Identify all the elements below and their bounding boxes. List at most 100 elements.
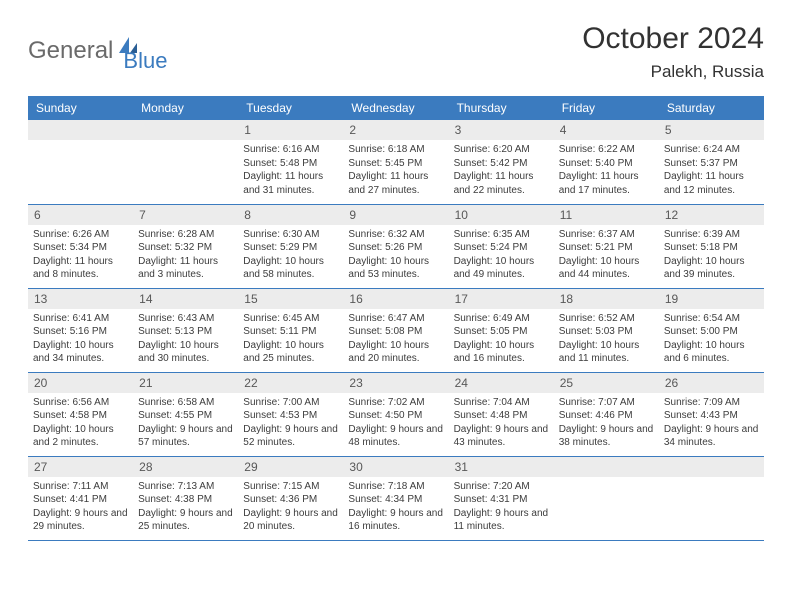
sunrise-line: Sunrise: 6:47 AM <box>348 312 443 326</box>
daylight-line: Daylight: 9 hours and 20 minutes. <box>243 507 338 534</box>
day-number: 1 <box>238 120 343 140</box>
daylight-line: Daylight: 10 hours and 11 minutes. <box>559 339 654 366</box>
daylight-line: Daylight: 9 hours and 16 minutes. <box>348 507 443 534</box>
daylight-line: Daylight: 11 hours and 27 minutes. <box>348 170 443 197</box>
sunset-line: Sunset: 5:11 PM <box>243 325 338 339</box>
calendar-day-cell: 27Sunrise: 7:11 AMSunset: 4:41 PMDayligh… <box>28 456 133 540</box>
calendar-day-cell: 13Sunrise: 6:41 AMSunset: 5:16 PMDayligh… <box>28 288 133 372</box>
sunset-line: Sunset: 4:38 PM <box>138 493 233 507</box>
calendar-day-cell <box>659 456 764 540</box>
sunrise-line: Sunrise: 7:09 AM <box>664 396 759 410</box>
daylight-line: Daylight: 10 hours and 2 minutes. <box>33 423 128 450</box>
sunrise-line: Sunrise: 6:39 AM <box>664 228 759 242</box>
sunrise-line: Sunrise: 6:26 AM <box>33 228 128 242</box>
day-number: 26 <box>659 373 764 393</box>
sunset-line: Sunset: 5:29 PM <box>243 241 338 255</box>
calendar-day-cell: 28Sunrise: 7:13 AMSunset: 4:38 PMDayligh… <box>133 456 238 540</box>
daylight-line: Daylight: 9 hours and 48 minutes. <box>348 423 443 450</box>
sunset-line: Sunset: 5:16 PM <box>33 325 128 339</box>
calendar-day-cell: 16Sunrise: 6:47 AMSunset: 5:08 PMDayligh… <box>343 288 448 372</box>
sunrise-line: Sunrise: 6:37 AM <box>559 228 654 242</box>
daylight-line: Daylight: 10 hours and 20 minutes. <box>348 339 443 366</box>
day-number: 30 <box>343 457 448 477</box>
calendar-day-cell: 2Sunrise: 6:18 AMSunset: 5:45 PMDaylight… <box>343 120 448 204</box>
sunset-line: Sunset: 5:48 PM <box>243 157 338 171</box>
sunset-line: Sunset: 5:03 PM <box>559 325 654 339</box>
daylight-line: Daylight: 10 hours and 25 minutes. <box>243 339 338 366</box>
calendar-week-row: 6Sunrise: 6:26 AMSunset: 5:34 PMDaylight… <box>28 204 764 288</box>
sunset-line: Sunset: 4:34 PM <box>348 493 443 507</box>
day-details: Sunrise: 6:45 AMSunset: 5:11 PMDaylight:… <box>238 309 343 368</box>
day-details: Sunrise: 6:18 AMSunset: 5:45 PMDaylight:… <box>343 140 448 199</box>
weekday-header: Monday <box>133 96 238 120</box>
sunset-line: Sunset: 5:00 PM <box>664 325 759 339</box>
daylight-line: Daylight: 10 hours and 44 minutes. <box>559 255 654 282</box>
weekday-header: Thursday <box>449 96 554 120</box>
day-details: Sunrise: 6:39 AMSunset: 5:18 PMDaylight:… <box>659 225 764 284</box>
daylight-line: Daylight: 11 hours and 22 minutes. <box>454 170 549 197</box>
sunset-line: Sunset: 5:34 PM <box>33 241 128 255</box>
day-details: Sunrise: 6:30 AMSunset: 5:29 PMDaylight:… <box>238 225 343 284</box>
calendar-day-cell: 19Sunrise: 6:54 AMSunset: 5:00 PMDayligh… <box>659 288 764 372</box>
day-number: 3 <box>449 120 554 140</box>
day-details: Sunrise: 6:20 AMSunset: 5:42 PMDaylight:… <box>449 140 554 199</box>
day-details: Sunrise: 7:18 AMSunset: 4:34 PMDaylight:… <box>343 477 448 536</box>
sunset-line: Sunset: 4:58 PM <box>33 409 128 423</box>
day-number: 31 <box>449 457 554 477</box>
day-number: 5 <box>659 120 764 140</box>
sunrise-line: Sunrise: 6:24 AM <box>664 143 759 157</box>
daylight-line: Daylight: 10 hours and 49 minutes. <box>454 255 549 282</box>
calendar-day-cell: 29Sunrise: 7:15 AMSunset: 4:36 PMDayligh… <box>238 456 343 540</box>
sunset-line: Sunset: 4:55 PM <box>138 409 233 423</box>
daylight-line: Daylight: 9 hours and 25 minutes. <box>138 507 233 534</box>
calendar-week-row: 20Sunrise: 6:56 AMSunset: 4:58 PMDayligh… <box>28 372 764 456</box>
sunrise-line: Sunrise: 6:41 AM <box>33 312 128 326</box>
calendar-day-cell: 30Sunrise: 7:18 AMSunset: 4:34 PMDayligh… <box>343 456 448 540</box>
day-number: 7 <box>133 205 238 225</box>
day-details: Sunrise: 7:02 AMSunset: 4:50 PMDaylight:… <box>343 393 448 452</box>
day-details: Sunrise: 6:56 AMSunset: 4:58 PMDaylight:… <box>28 393 133 452</box>
sunrise-line: Sunrise: 6:45 AM <box>243 312 338 326</box>
sunrise-line: Sunrise: 6:32 AM <box>348 228 443 242</box>
day-details: Sunrise: 7:00 AMSunset: 4:53 PMDaylight:… <box>238 393 343 452</box>
sunrise-line: Sunrise: 6:22 AM <box>559 143 654 157</box>
day-details: Sunrise: 7:09 AMSunset: 4:43 PMDaylight:… <box>659 393 764 452</box>
day-details: Sunrise: 7:04 AMSunset: 4:48 PMDaylight:… <box>449 393 554 452</box>
day-number: 9 <box>343 205 448 225</box>
sunset-line: Sunset: 5:40 PM <box>559 157 654 171</box>
sunrise-line: Sunrise: 6:28 AM <box>138 228 233 242</box>
weekday-header: Sunday <box>28 96 133 120</box>
calendar-day-cell <box>554 456 659 540</box>
sunrise-line: Sunrise: 6:52 AM <box>559 312 654 326</box>
day-number: 11 <box>554 205 659 225</box>
day-details: Sunrise: 6:35 AMSunset: 5:24 PMDaylight:… <box>449 225 554 284</box>
sunset-line: Sunset: 4:53 PM <box>243 409 338 423</box>
sunrise-line: Sunrise: 7:20 AM <box>454 480 549 494</box>
calendar-day-cell <box>28 120 133 204</box>
sunrise-line: Sunrise: 7:02 AM <box>348 396 443 410</box>
daylight-line: Daylight: 9 hours and 11 minutes. <box>454 507 549 534</box>
sunset-line: Sunset: 4:31 PM <box>454 493 549 507</box>
sunrise-line: Sunrise: 7:07 AM <box>559 396 654 410</box>
day-number <box>659 457 764 477</box>
sunrise-line: Sunrise: 6:56 AM <box>33 396 128 410</box>
calendar-day-cell: 15Sunrise: 6:45 AMSunset: 5:11 PMDayligh… <box>238 288 343 372</box>
daylight-line: Daylight: 9 hours and 52 minutes. <box>243 423 338 450</box>
daylight-line: Daylight: 9 hours and 29 minutes. <box>33 507 128 534</box>
calendar-day-cell: 23Sunrise: 7:02 AMSunset: 4:50 PMDayligh… <box>343 372 448 456</box>
sunset-line: Sunset: 5:08 PM <box>348 325 443 339</box>
calendar-week-row: 27Sunrise: 7:11 AMSunset: 4:41 PMDayligh… <box>28 456 764 540</box>
sunset-line: Sunset: 5:42 PM <box>454 157 549 171</box>
weekday-header: Friday <box>554 96 659 120</box>
calendar-day-cell: 26Sunrise: 7:09 AMSunset: 4:43 PMDayligh… <box>659 372 764 456</box>
day-details: Sunrise: 6:43 AMSunset: 5:13 PMDaylight:… <box>133 309 238 368</box>
sunrise-line: Sunrise: 6:35 AM <box>454 228 549 242</box>
calendar-day-cell: 18Sunrise: 6:52 AMSunset: 5:03 PMDayligh… <box>554 288 659 372</box>
daylight-line: Daylight: 10 hours and 53 minutes. <box>348 255 443 282</box>
sunset-line: Sunset: 4:41 PM <box>33 493 128 507</box>
calendar-day-cell: 10Sunrise: 6:35 AMSunset: 5:24 PMDayligh… <box>449 204 554 288</box>
calendar-day-cell: 25Sunrise: 7:07 AMSunset: 4:46 PMDayligh… <box>554 372 659 456</box>
sunset-line: Sunset: 4:46 PM <box>559 409 654 423</box>
sunset-line: Sunset: 4:43 PM <box>664 409 759 423</box>
calendar-day-cell: 9Sunrise: 6:32 AMSunset: 5:26 PMDaylight… <box>343 204 448 288</box>
